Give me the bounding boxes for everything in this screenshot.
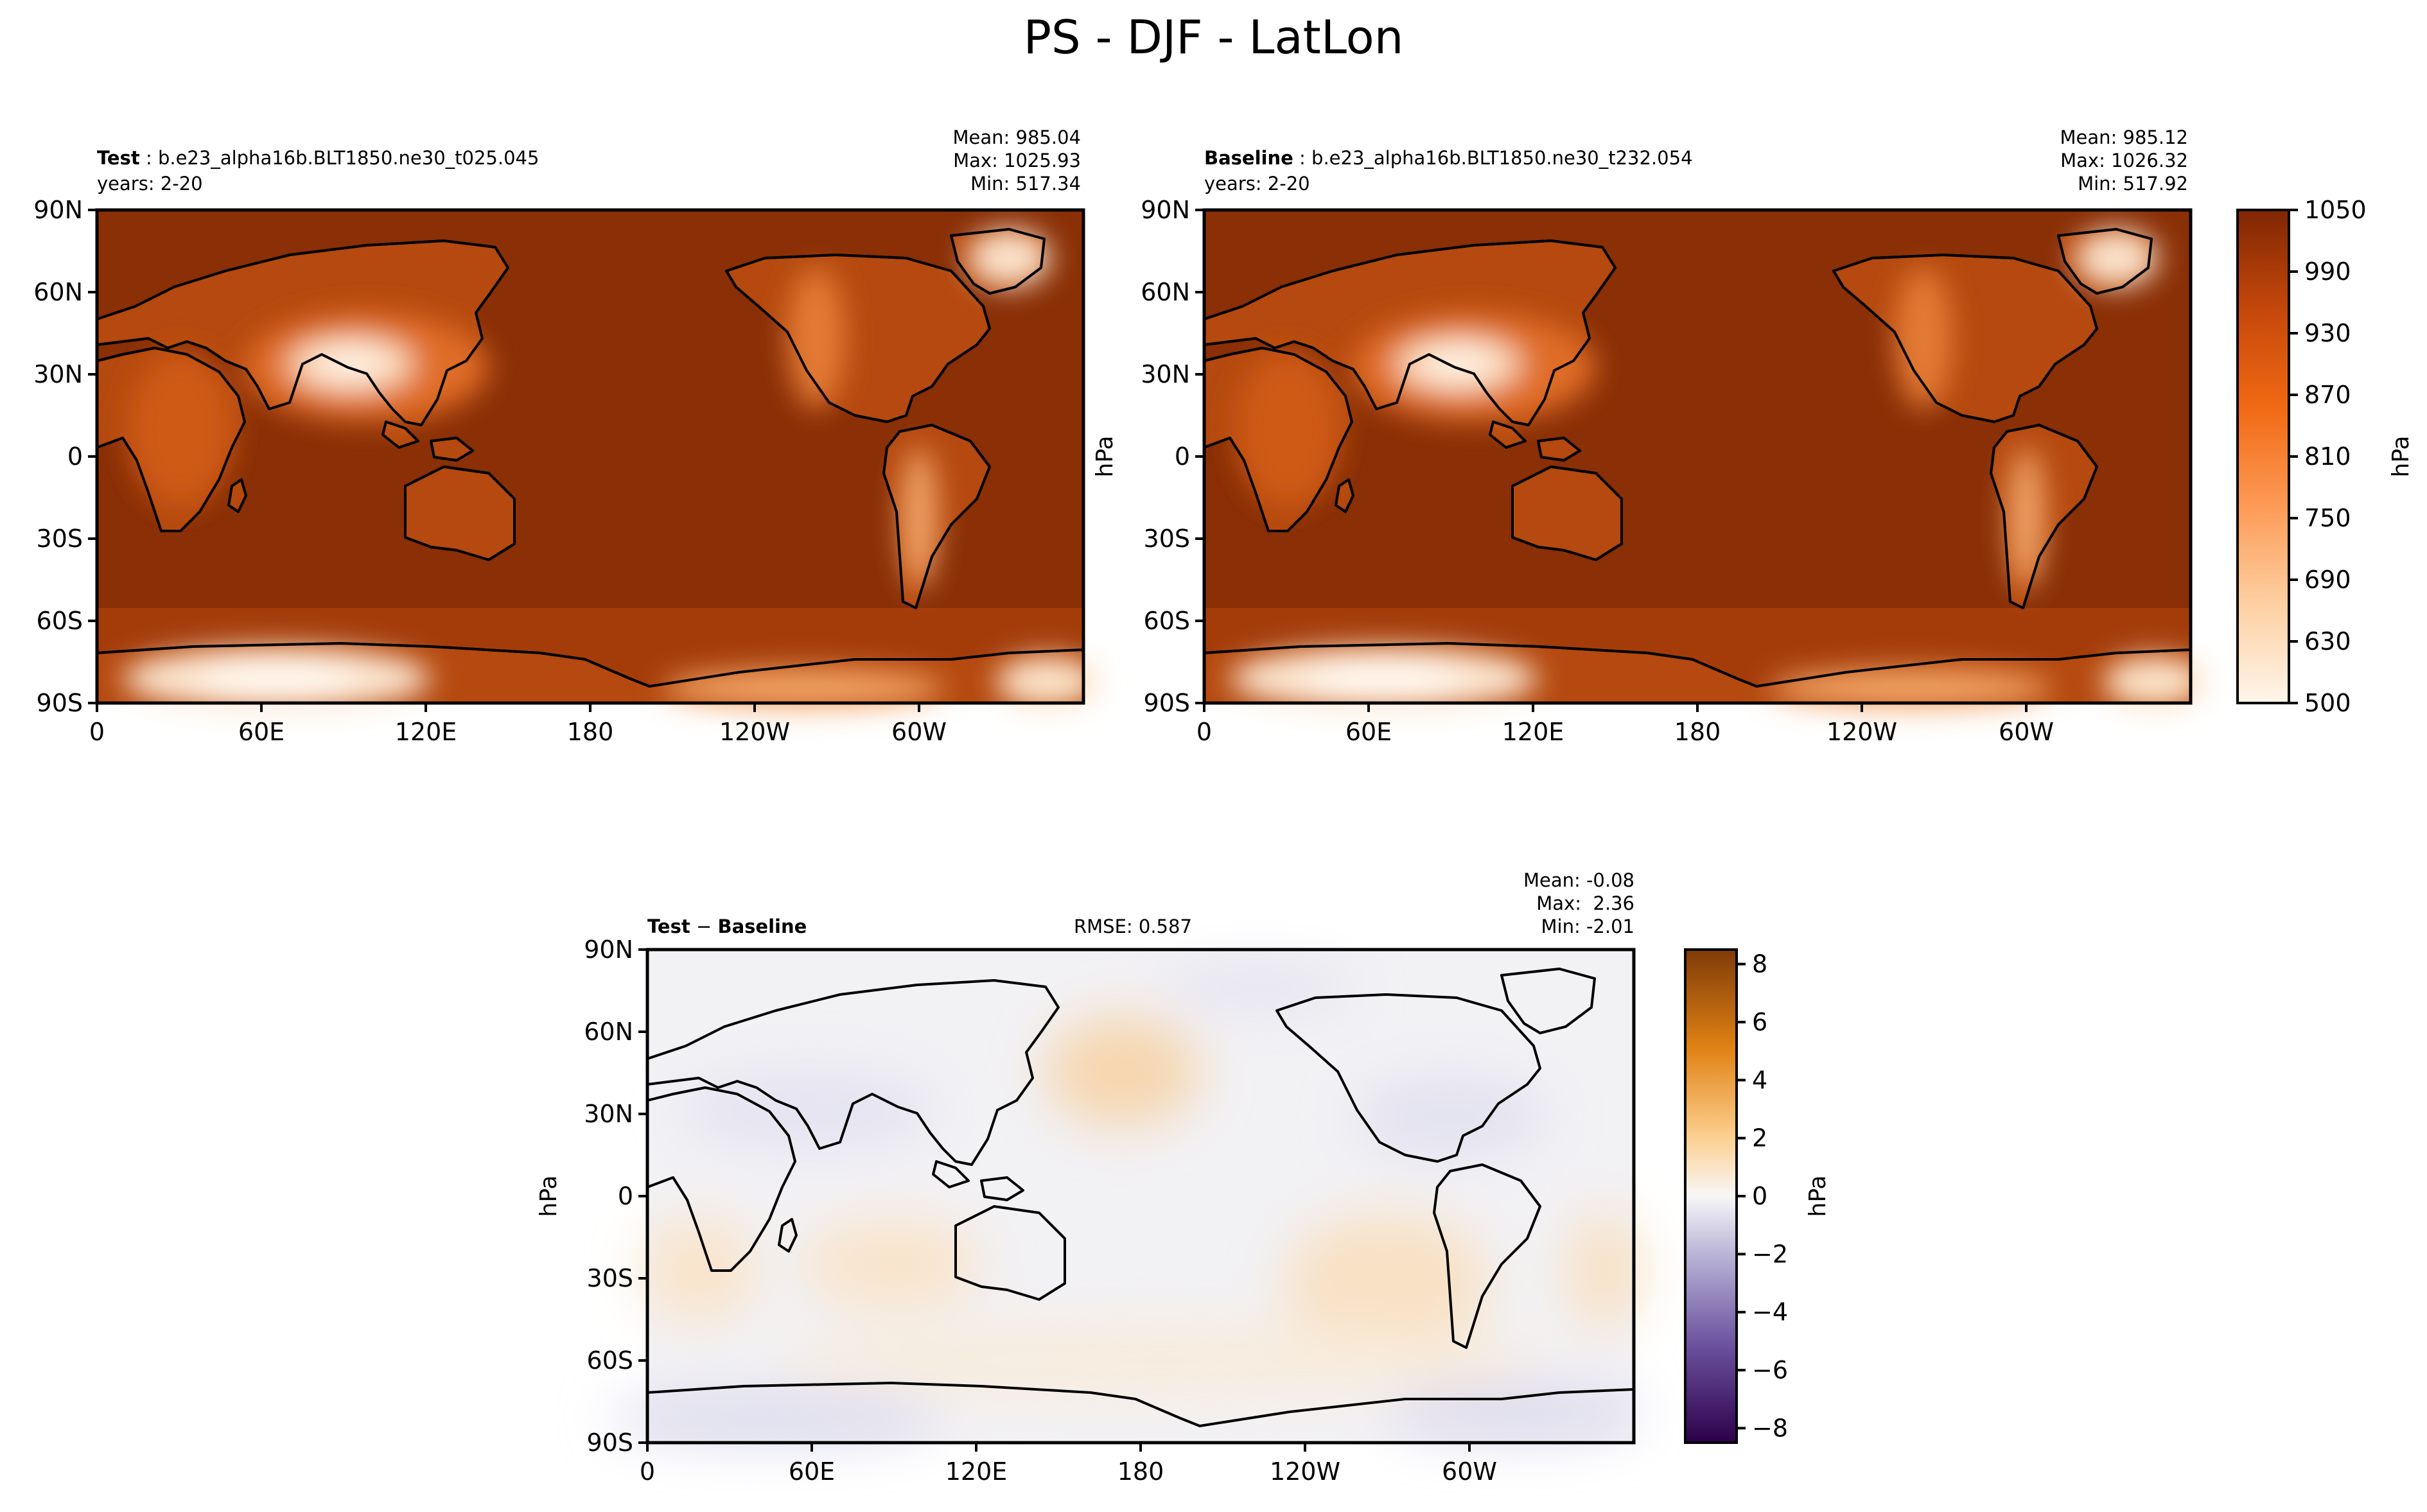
baseline-map: 0 60E 120E 180 120W 60W 90N 60N 30N 0 30S 60S 90S [1141, 196, 2206, 746]
test-max: Max: 1025.93 [953, 150, 1081, 171]
top-colorbar-tick-label: 870 [2304, 381, 2351, 409]
diff-colorbar-tick-label: −8 [1752, 1414, 1788, 1442]
baseline-panel-title: Baseline : b.e23_alpha16b.BLT1850.ne30_t… [1204, 147, 1693, 169]
diff-xtick-label: 60E [789, 1457, 835, 1486]
diff-colorbar: 8 6 4 2 0 −2 −4 −6 −8 [1684, 948, 1788, 1444]
baseline-xtick-label: 60W [1999, 718, 2054, 746]
diff-colorbar-tick-label: 4 [1752, 1066, 1767, 1094]
diff-panel-title: Test − Baseline [647, 916, 807, 937]
diff-rmse: RMSE: 0.587 [1074, 916, 1192, 937]
diff-xtick-label: 60W [1442, 1457, 1497, 1486]
baseline-ytick-label: 60N [1141, 278, 1190, 306]
test-mean: Mean: 985.04 [952, 126, 1081, 148]
diff-ytick-label: 30S [587, 1264, 633, 1292]
baseline-mean: Mean: 985.12 [2060, 126, 2188, 148]
test-ytick-label: 90N [33, 196, 83, 224]
baseline-ytick-label: 0 [1175, 442, 1190, 471]
test-ytick-label: 30N [33, 360, 83, 388]
baseline-xtick-label: 180 [1674, 718, 1721, 746]
top-colorbar-tick-label: 690 [2304, 566, 2351, 594]
diff-ytick-label: 90S [587, 1429, 633, 1457]
test-xtick-label: 120E [395, 718, 457, 746]
baseline-max: Max: 1026.32 [2060, 150, 2188, 171]
baseline-min: Min: 517.92 [2078, 173, 2188, 195]
diff-map: 0 60E 120E 180 120W 60W 90N 60N 30N 0 30S 60S 90S [584, 935, 1643, 1486]
top-colorbar-tick-label: 810 [2304, 442, 2351, 471]
diff-xtick-label: 120E [945, 1457, 1008, 1486]
baseline-ytick-label: 90S [1144, 689, 1190, 717]
baseline-xtick-label: 0 [1196, 718, 1212, 746]
test-min: Min: 517.34 [970, 173, 1081, 195]
top-colorbar-tick-label: 500 [2304, 689, 2351, 717]
baseline-years-label: years: 2-20 [1204, 173, 1310, 195]
test-xtick-label: 0 [89, 718, 105, 746]
test-stats: Mean: 985.04 Max: 1025.93 Min: 517.34 [953, 126, 1081, 195]
diff-colorbar-tick-label: 0 [1752, 1182, 1767, 1210]
top-colorbar-tick-label: 990 [2304, 257, 2351, 286]
top-colorbar-tick-label: 630 [2304, 627, 2351, 656]
baseline-ylabel: hPa [1092, 436, 1118, 478]
diff-colorbar-tick-label: −2 [1752, 1240, 1788, 1268]
diff-ylabel: hPa [536, 1176, 562, 1217]
diff-stats: Mean: -0.08 Max: 2.36 Min: -2.01 [1523, 869, 1634, 938]
diff-ytick-label: 60N [584, 1018, 633, 1046]
test-xtick-label: 60W [891, 718, 947, 746]
top-colorbar: 1050 990 930 870 810 750 690 630 500 [2236, 196, 2367, 717]
top-colorbar-tick-label: 1050 [2304, 196, 2367, 224]
diff-ytick-label: 30N [584, 1100, 633, 1128]
diff-colorbar-tick-label: 2 [1752, 1124, 1767, 1152]
diff-xtick-label: 0 [640, 1457, 655, 1486]
diff-colorbar-tick-label: −6 [1752, 1356, 1788, 1384]
diff-colorbar-tick-label: 6 [1752, 1008, 1767, 1036]
diff-ytick-label: 60S [587, 1346, 633, 1375]
baseline-stats: Mean: 985.12 Max: 1026.32 Min: 517.92 [2060, 126, 2188, 195]
test-xtick-label: 60E [238, 718, 285, 746]
test-ytick-label: 0 [67, 442, 83, 471]
diff-min: Min: -2.01 [1541, 916, 1634, 937]
test-years-label: years: 2-20 [97, 173, 203, 195]
test-ytick-label: 30S [37, 525, 83, 553]
test-map: 0 60E 120E 180 120W 60W 90N 60N 30N 0 30S 60S 90S [33, 196, 1099, 746]
baseline-xtick-label: 120E [1502, 718, 1564, 746]
diff-ytick-label: 0 [618, 1182, 633, 1210]
top-colorbar-tick-label: 750 [2304, 504, 2351, 532]
diff-xtick-label: 120W [1270, 1457, 1340, 1486]
test-panel-title: Test : b.e23_alpha16b.BLT1850.ne30_t025.… [97, 147, 539, 169]
diff-colorbar-tick-label: 8 [1752, 950, 1767, 978]
diff-ytick-label: 90N [584, 935, 633, 964]
test-ytick-label: 60S [37, 607, 83, 635]
baseline-ytick-label: 30S [1144, 525, 1190, 553]
baseline-xtick-label: 60E [1345, 718, 1392, 746]
test-ytick-label: 90S [37, 689, 83, 717]
diff-max: Max: 2.36 [1536, 892, 1634, 914]
figure-title: PS - DJF - LatLon [1023, 10, 1404, 64]
test-xtick-label: 120W [719, 718, 790, 746]
diff-colorbar-tick-label: −4 [1752, 1298, 1788, 1326]
test-xtick-label: 180 [567, 718, 614, 746]
baseline-ytick-label: 30N [1141, 360, 1190, 388]
baseline-xtick-label: 120W [1827, 718, 1897, 746]
baseline-ytick-label: 60S [1144, 607, 1190, 635]
top-colorbar-tick-label: 930 [2304, 319, 2351, 347]
baseline-ytick-label: 90N [1141, 196, 1190, 224]
diff-xtick-label: 180 [1117, 1457, 1164, 1486]
top-colorbar-label: hPa [2388, 436, 2414, 478]
diff-colorbar-label: hPa [1805, 1176, 1831, 1217]
diff-mean: Mean: -0.08 [1523, 869, 1634, 891]
test-ytick-label: 60N [33, 278, 83, 306]
